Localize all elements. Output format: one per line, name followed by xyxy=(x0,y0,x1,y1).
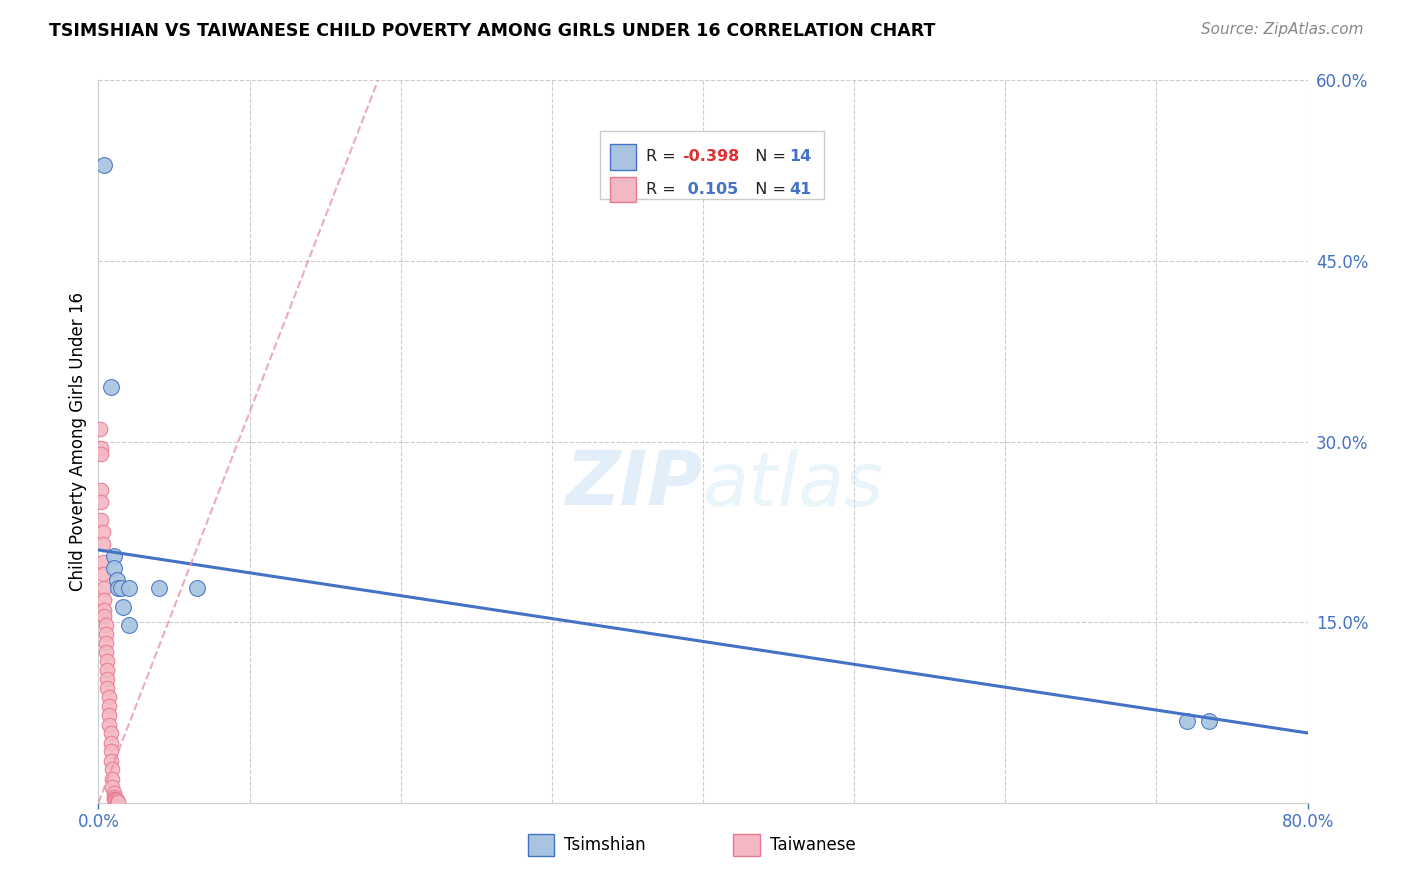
Point xyxy=(107,795,129,809)
Text: Source: ZipAtlas.com: Source: ZipAtlas.com xyxy=(1201,22,1364,37)
Point xyxy=(100,754,122,768)
Point xyxy=(100,744,122,758)
Bar xyxy=(527,834,554,855)
Point xyxy=(103,792,125,806)
Point xyxy=(98,699,121,714)
Point xyxy=(100,735,122,749)
Point xyxy=(118,617,141,632)
FancyBboxPatch shape xyxy=(600,131,824,200)
Point xyxy=(91,537,114,551)
Point xyxy=(103,786,125,800)
Point xyxy=(100,380,122,394)
Text: ZIP: ZIP xyxy=(565,449,703,522)
Text: Taiwanese: Taiwanese xyxy=(769,836,855,854)
Point xyxy=(98,707,121,722)
Point xyxy=(186,582,208,596)
Point xyxy=(93,582,115,596)
Text: N =: N = xyxy=(745,182,792,197)
Point xyxy=(110,582,132,596)
Point xyxy=(93,609,115,624)
Point xyxy=(103,789,125,804)
Text: R =: R = xyxy=(647,150,681,164)
Point xyxy=(93,603,115,617)
Point xyxy=(104,792,127,806)
Point xyxy=(90,513,112,527)
Point xyxy=(89,422,111,436)
Point xyxy=(93,593,115,607)
Point xyxy=(98,717,121,731)
Point xyxy=(94,617,117,632)
Point xyxy=(111,599,134,614)
Point xyxy=(96,681,118,696)
Text: 0.105: 0.105 xyxy=(682,182,738,197)
Text: R =: R = xyxy=(647,182,681,197)
Point xyxy=(105,793,128,807)
Point xyxy=(105,573,128,587)
Point xyxy=(98,690,121,704)
Text: 41: 41 xyxy=(789,182,811,197)
Bar xyxy=(610,177,637,202)
Text: Tsimshian: Tsimshian xyxy=(564,836,645,854)
Point xyxy=(94,645,117,659)
Point xyxy=(1175,714,1198,728)
Point xyxy=(90,494,112,508)
Point xyxy=(96,672,118,686)
Point xyxy=(96,664,118,678)
Bar xyxy=(610,145,637,169)
Point xyxy=(107,582,129,596)
Text: N =: N = xyxy=(745,150,792,164)
Point xyxy=(101,762,124,776)
Point xyxy=(93,157,115,171)
Point xyxy=(94,635,117,649)
Y-axis label: Child Poverty Among Girls Under 16: Child Poverty Among Girls Under 16 xyxy=(69,292,87,591)
Point xyxy=(104,793,127,807)
Point xyxy=(90,483,112,497)
Point xyxy=(118,582,141,596)
Point xyxy=(103,549,125,563)
Point xyxy=(90,446,112,460)
Point xyxy=(148,582,170,596)
Point xyxy=(91,524,114,539)
Text: 14: 14 xyxy=(789,150,811,164)
Point xyxy=(96,654,118,668)
Point xyxy=(1198,714,1220,728)
Text: TSIMSHIAN VS TAIWANESE CHILD POVERTY AMONG GIRLS UNDER 16 CORRELATION CHART: TSIMSHIAN VS TAIWANESE CHILD POVERTY AMO… xyxy=(49,22,935,40)
Point xyxy=(101,772,124,786)
Point xyxy=(101,780,124,794)
Text: atlas: atlas xyxy=(703,449,884,521)
Point xyxy=(105,795,128,809)
Text: -0.398: -0.398 xyxy=(682,150,740,164)
Point xyxy=(90,441,112,455)
Point xyxy=(100,726,122,740)
Point xyxy=(94,627,117,641)
Bar xyxy=(734,834,759,855)
Point xyxy=(91,567,114,582)
Point xyxy=(91,555,114,569)
Point xyxy=(103,561,125,575)
